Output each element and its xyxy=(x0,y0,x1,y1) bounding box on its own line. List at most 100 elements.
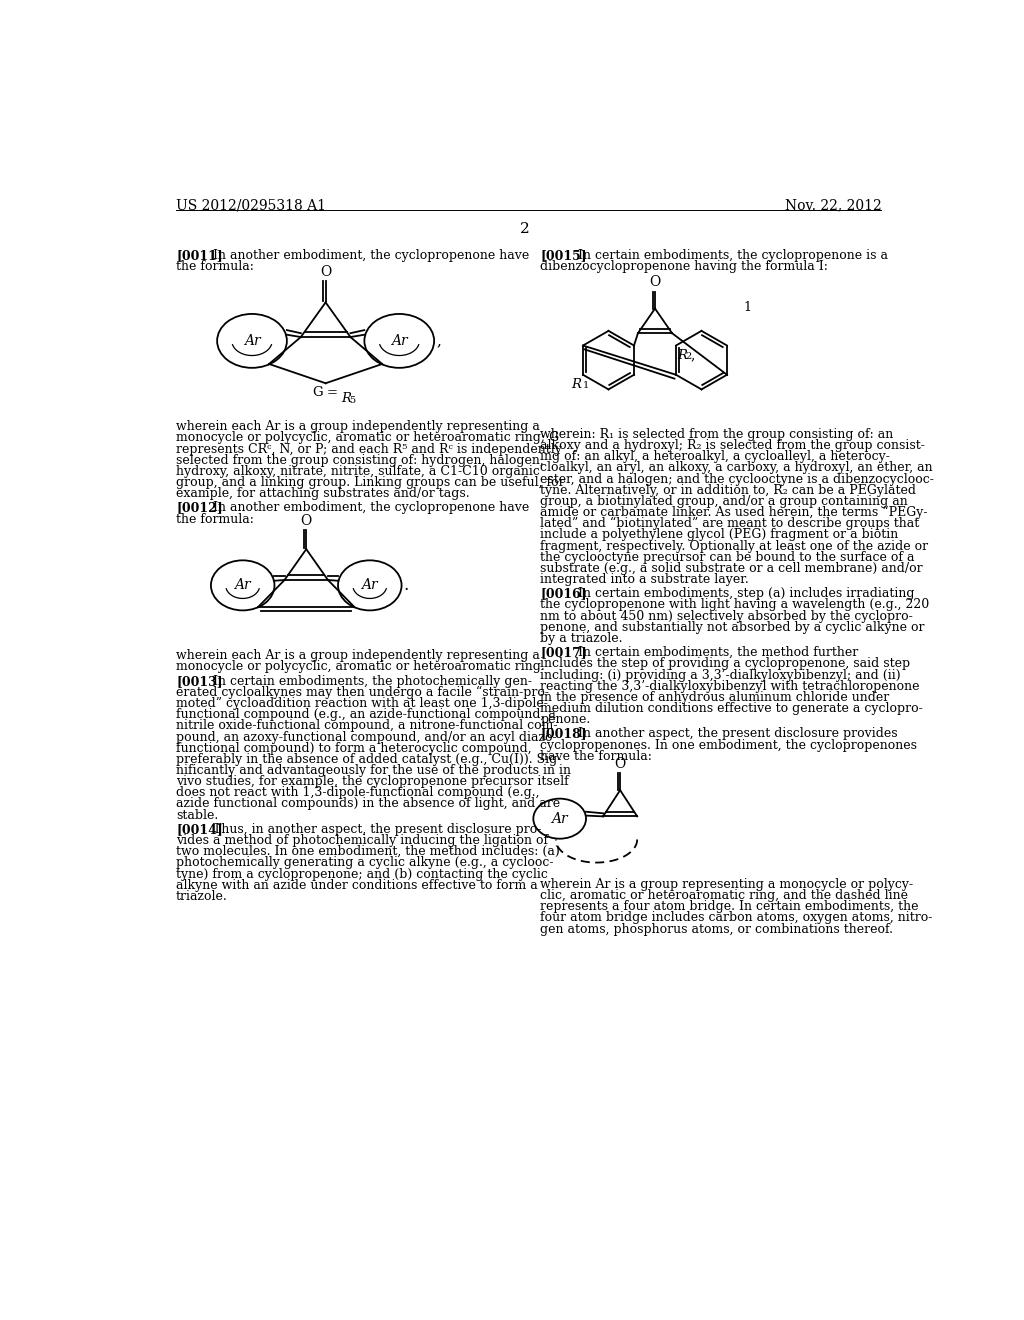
Text: [0014]: [0014] xyxy=(176,822,223,836)
Text: represents CRᶜ, N, or P; and each R⁵ and Rᶜ is independently: represents CRᶜ, N, or P; and each R⁵ and… xyxy=(176,442,562,455)
Text: cloalkyl, an aryl, an alkoxy, a carboxy, a hydroxyl, an ether, an: cloalkyl, an aryl, an alkoxy, a carboxy,… xyxy=(541,462,933,474)
Text: 5: 5 xyxy=(349,396,355,404)
Text: example, for attaching substrates and/or tags.: example, for attaching substrates and/or… xyxy=(176,487,470,500)
Text: cyclopropenones. In one embodiment, the cyclopropenones: cyclopropenones. In one embodiment, the … xyxy=(541,739,918,751)
Text: [0015]: [0015] xyxy=(541,249,587,263)
Text: represents a four atom bridge. In certain embodiments, the: represents a four atom bridge. In certai… xyxy=(541,900,919,913)
Text: functional compound) to form a heterocyclic compound,: functional compound) to form a heterocyc… xyxy=(176,742,531,755)
Text: moted” cycloaddition reaction with at least one 1,3-dipole-: moted” cycloaddition reaction with at le… xyxy=(176,697,548,710)
Text: nitrile oxide-functional compound, a nitrone-functional com-: nitrile oxide-functional compound, a nit… xyxy=(176,719,557,733)
Text: dibenzocyclopropenone having the formula I:: dibenzocyclopropenone having the formula… xyxy=(541,260,828,273)
Text: [0018]: [0018] xyxy=(541,727,587,741)
Text: integrated into a substrate layer.: integrated into a substrate layer. xyxy=(541,573,749,586)
Text: gen atoms, phosphorus atoms, or combinations thereof.: gen atoms, phosphorus atoms, or combinat… xyxy=(541,923,893,936)
Text: monocycle or polycyclic, aromatic or heteroaromatic ring.: monocycle or polycyclic, aromatic or het… xyxy=(176,660,545,673)
Text: wherein each Ar is a group independently representing a: wherein each Ar is a group independently… xyxy=(176,420,540,433)
Text: Nov. 22, 2012: Nov. 22, 2012 xyxy=(784,198,882,213)
Text: ,: , xyxy=(436,334,441,348)
Text: tyne) from a cyclopropenone; and (b) contacting the cyclic: tyne) from a cyclopropenone; and (b) con… xyxy=(176,867,548,880)
Text: clic, aromatic or heteroaromatic ring, and the dashed line: clic, aromatic or heteroaromatic ring, a… xyxy=(541,890,908,902)
Text: medium dilution conditions effective to generate a cyclopro-: medium dilution conditions effective to … xyxy=(541,702,923,715)
Text: US 2012/0295318 A1: US 2012/0295318 A1 xyxy=(176,198,326,213)
Text: group, a biotinylated group, and/or a group containing an: group, a biotinylated group, and/or a gr… xyxy=(541,495,908,508)
Text: ,: , xyxy=(691,348,695,363)
Text: vivo studies, for example, the cyclopropenone precursor itself: vivo studies, for example, the cycloprop… xyxy=(176,775,568,788)
Text: [0011]: [0011] xyxy=(176,249,223,263)
Text: erated cycloalkynes may then undergo a facile “strain-pro-: erated cycloalkynes may then undergo a f… xyxy=(176,686,549,700)
Text: nm to about 450 nm) selectively absorbed by the cyclopro-: nm to about 450 nm) selectively absorbed… xyxy=(541,610,913,623)
Text: In certain embodiments, the method further: In certain embodiments, the method furth… xyxy=(578,647,858,659)
Text: R: R xyxy=(341,392,351,405)
Text: Ar: Ar xyxy=(391,334,408,348)
Text: preferably in the absence of added catalyst (e.g., Cu(I)). Sig-: preferably in the absence of added catal… xyxy=(176,752,561,766)
Text: R: R xyxy=(571,378,582,391)
Text: lated” and “biotinylated” are meant to describe groups that: lated” and “biotinylated” are meant to d… xyxy=(541,517,920,531)
Text: wherein each Ar is a group independently representing a: wherein each Ar is a group independently… xyxy=(176,649,540,663)
Text: the formula:: the formula: xyxy=(176,512,254,525)
Text: in the presence of anhydrous aluminum chloride under: in the presence of anhydrous aluminum ch… xyxy=(541,690,890,704)
Text: penone, and substantially not absorbed by a cyclic alkyne or: penone, and substantially not absorbed b… xyxy=(541,620,925,634)
Text: [0016]: [0016] xyxy=(541,587,587,601)
Text: In another embodiment, the cyclopropenone have: In another embodiment, the cyclopropenon… xyxy=(213,249,529,263)
Text: penone.: penone. xyxy=(541,713,591,726)
Text: reacting the 3,3’-dialkyloxybibenzyl with tetrachloropenone: reacting the 3,3’-dialkyloxybibenzyl wit… xyxy=(541,680,920,693)
Text: photochemically generating a cyclic alkyne (e.g., a cyclooc-: photochemically generating a cyclic alky… xyxy=(176,857,554,870)
Text: selected from the group consisting of: hydrogen, halogen,: selected from the group consisting of: h… xyxy=(176,454,544,467)
Text: ester, and a halogen; and the cyclooctyne is a dibenzocyclooc-: ester, and a halogen; and the cyclooctyn… xyxy=(541,473,934,486)
Text: nificantly and advantageously for the use of the products in in: nificantly and advantageously for the us… xyxy=(176,764,571,777)
Text: [0012]: [0012] xyxy=(176,502,223,515)
Text: the cyclopropenone with light having a wavelength (e.g., 220: the cyclopropenone with light having a w… xyxy=(541,598,930,611)
Text: four atom bridge includes carbon atoms, oxygen atoms, nitro-: four atom bridge includes carbon atoms, … xyxy=(541,911,933,924)
Text: alkyne with an azide under conditions effective to form a: alkyne with an azide under conditions ef… xyxy=(176,879,538,892)
Text: fragment, respectively. Optionally at least one of the azide or: fragment, respectively. Optionally at le… xyxy=(541,540,929,553)
Text: 1: 1 xyxy=(583,381,589,389)
Text: In certain embodiments, step (a) includes irradiating: In certain embodiments, step (a) include… xyxy=(578,587,914,601)
Text: Ar: Ar xyxy=(361,578,378,593)
Text: O: O xyxy=(301,513,312,528)
Text: O: O xyxy=(614,756,626,771)
Text: including: (i) providing a 3,3’-dialkyloxybibenzyl; and (ii): including: (i) providing a 3,3’-dialkylo… xyxy=(541,668,901,681)
Text: pound, an azoxy-functional compound, and/or an acyl diazo-: pound, an azoxy-functional compound, and… xyxy=(176,730,557,743)
Text: azide functional compounds) in the absence of light, and are: azide functional compounds) in the absen… xyxy=(176,797,560,810)
Text: O: O xyxy=(319,264,331,279)
Text: Ar: Ar xyxy=(551,812,568,826)
Text: triazole.: triazole. xyxy=(176,890,227,903)
Text: includes the step of providing a cyclopropenone, said step: includes the step of providing a cyclopr… xyxy=(541,657,910,671)
Text: two molecules. In one embodiment, the method includes: (a): two molecules. In one embodiment, the me… xyxy=(176,845,560,858)
Text: =: = xyxy=(327,387,337,400)
Text: tyne. Alternatively, or in addition to, R₂ can be a PEGylated: tyne. Alternatively, or in addition to, … xyxy=(541,483,916,496)
Text: 1: 1 xyxy=(743,301,752,314)
Text: 2: 2 xyxy=(685,351,691,360)
Text: substrate (e.g., a solid substrate or a cell membrane) and/or: substrate (e.g., a solid substrate or a … xyxy=(541,562,923,576)
Text: Thus, in another aspect, the present disclosure pro-: Thus, in another aspect, the present dis… xyxy=(213,822,542,836)
Text: hydroxy, alkoxy, nitrate, nitrite, sulfate, a C1-C10 organic: hydroxy, alkoxy, nitrate, nitrite, sulfa… xyxy=(176,465,540,478)
Text: Ar: Ar xyxy=(234,578,251,593)
Text: the formula:: the formula: xyxy=(176,260,254,273)
Text: by a triazole.: by a triazole. xyxy=(541,632,623,645)
Text: wherein: R₁ is selected from the group consisting of: an: wherein: R₁ is selected from the group c… xyxy=(541,428,894,441)
Text: group, and a linking group. Linking groups can be useful, for: group, and a linking group. Linking grou… xyxy=(176,477,564,488)
Text: In certain embodiments, the cyclopropenone is a: In certain embodiments, the cyclopropeno… xyxy=(578,249,888,263)
Text: monocycle or polycyclic, aromatic or heteroaromatic ring; G: monocycle or polycyclic, aromatic or het… xyxy=(176,432,559,445)
Text: functional compound (e.g., an azide-functional compound, a: functional compound (e.g., an azide-func… xyxy=(176,708,556,721)
Text: [0013]: [0013] xyxy=(176,675,222,688)
Text: alkoxy and a hydroxyl; R₂ is selected from the group consist-: alkoxy and a hydroxyl; R₂ is selected fr… xyxy=(541,440,925,451)
Text: amide or carbamate linker. As used herein, the terms “PEGy-: amide or carbamate linker. As used herei… xyxy=(541,506,928,519)
Text: 2: 2 xyxy=(520,222,529,235)
Text: Ar: Ar xyxy=(244,334,260,348)
Text: In another aspect, the present disclosure provides: In another aspect, the present disclosur… xyxy=(578,727,897,741)
Text: R: R xyxy=(678,348,687,362)
Text: O: O xyxy=(649,276,660,289)
Text: .: . xyxy=(403,577,409,594)
Text: In another embodiment, the cyclopropenone have: In another embodiment, the cyclopropenon… xyxy=(213,502,529,515)
Text: vides a method of photochemically inducing the ligation of: vides a method of photochemically induci… xyxy=(176,834,548,847)
Text: In certain embodiments, the photochemically gen-: In certain embodiments, the photochemica… xyxy=(213,675,532,688)
Text: wherein Ar is a group representing a monocycle or polycy-: wherein Ar is a group representing a mon… xyxy=(541,878,913,891)
Text: ing of: an alkyl, a heteroalkyl, a cycloalleyl, a heterocy-: ing of: an alkyl, a heteroalkyl, a cyclo… xyxy=(541,450,890,463)
Text: stable.: stable. xyxy=(176,809,218,821)
Text: include a polyethylene glycol (PEG) fragment or a biotin: include a polyethylene glycol (PEG) frag… xyxy=(541,528,898,541)
Text: does not react with 1,3-dipole-functional compound (e.g.,: does not react with 1,3-dipole-functiona… xyxy=(176,787,540,800)
Text: have the formula:: have the formula: xyxy=(541,750,652,763)
Text: [0017]: [0017] xyxy=(541,647,587,659)
Text: the cyclooctyne precursor can be bound to the surface of a: the cyclooctyne precursor can be bound t… xyxy=(541,550,914,564)
